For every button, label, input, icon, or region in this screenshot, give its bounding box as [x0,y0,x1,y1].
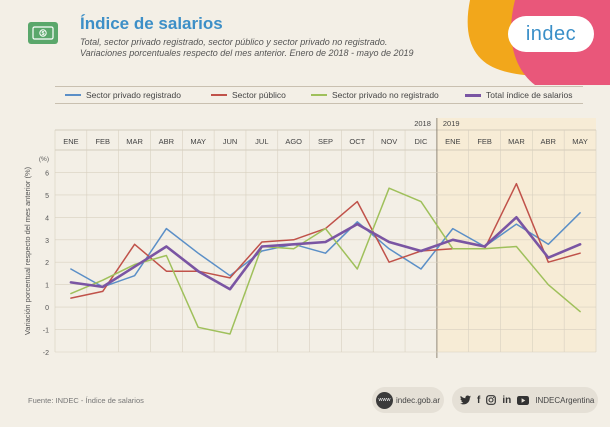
legend-item-privado-registrado: Sector privado registrado [65,89,181,101]
source-note: Fuente: INDEC - Índice de salarios [28,396,144,405]
legend-label: Sector público [232,90,286,100]
y-tick-label: 4 [45,215,49,222]
y-tick-label: 3 [45,238,49,245]
series-line-sector-privado-registrado [70,212,581,288]
linkedin-icon[interactable]: in [502,394,512,406]
twitter-icon[interactable] [460,395,471,405]
x-tick-label: SEP [318,137,333,146]
x-tick-label: MAY [190,137,206,146]
money-bill-icon: $ [28,22,58,44]
legend-item-no-registrado: Sector privado no registrado [311,89,439,101]
legend-label: Sector privado registrado [86,90,181,100]
indec-logo[interactable]: indec [460,0,610,85]
social-handle: INDECArgentina [535,395,595,405]
x-tick-label: FEB [95,137,110,146]
subtitle-line-1: Total, sector privado registrado, sector… [80,37,388,47]
x-tick-label: MAY [572,137,588,146]
website-link[interactable]: www indec.gob.ar [372,387,444,413]
x-tick-label: JUN [223,137,238,146]
page-subtitle: Total, sector privado registrado, sector… [80,37,414,59]
logo-badge: indec [508,16,594,52]
social-links: f in INDECArgentina [452,387,598,413]
y-tick-label: -2 [43,350,49,357]
y-tick-label: 1 [45,283,49,290]
x-tick-label: DIC [415,137,429,146]
instagram-icon[interactable] [486,395,497,405]
x-tick-label: ABR [159,137,175,146]
legend-swatch-privado-registrado [65,94,81,96]
y-tick-label: 6 [45,170,49,177]
legend-label: Total índice de salarios [486,90,573,100]
series-line-total-ndice-de-salarios [69,216,582,291]
website-text: indec.gob.ar [396,395,441,405]
legend-item-publico: Sector público [211,89,286,101]
x-tick-label: NOV [381,137,397,146]
x-tick-label: AGO [285,137,302,146]
x-tick-label: MAR [126,137,143,146]
legend-item-total: Total índice de salarios [465,89,572,101]
highlight-2019-band [436,118,596,352]
logo-text: indec [525,22,577,45]
www-label: www [378,397,391,403]
y-axis-title: Variación porcentual respecto del mes an… [23,166,32,335]
subtitle-line-2: Variaciones porcentuales respecto del me… [80,48,414,58]
y-tick-label: -1 [43,328,49,335]
y-tick-label: 5 [45,193,49,200]
chart-legend: Sector privado registrado Sector público… [55,86,583,104]
series-line-sector-privado-no-registrado [70,187,581,335]
year-label-2019: 2019 [443,119,460,128]
page-title: Índice de salarios [80,14,223,33]
y-tick-label: 0 [45,305,49,312]
x-tick-label: JUL [255,137,268,146]
globe-icon: www [376,391,393,409]
year-label-2018: 2018 [414,119,431,128]
legend-swatch-publico [211,94,227,96]
y-tick-label: 2 [45,260,49,267]
legend-swatch-total [465,93,481,97]
legend-label: Sector privado no registrado [332,90,439,100]
x-tick-label: ABR [541,137,557,146]
legend-swatch-no-registrado [311,94,327,96]
x-tick-label: FEB [477,137,492,146]
facebook-icon[interactable]: f [477,394,481,406]
x-tick-label: ENE [63,137,78,146]
x-tick-label: OCT [349,137,365,146]
x-tick-label: MAR [508,137,525,146]
y-unit-label: (%) [39,156,49,163]
x-tick-label: ENE [445,137,460,146]
youtube-icon[interactable] [517,395,530,405]
svg-text:$: $ [41,31,44,37]
